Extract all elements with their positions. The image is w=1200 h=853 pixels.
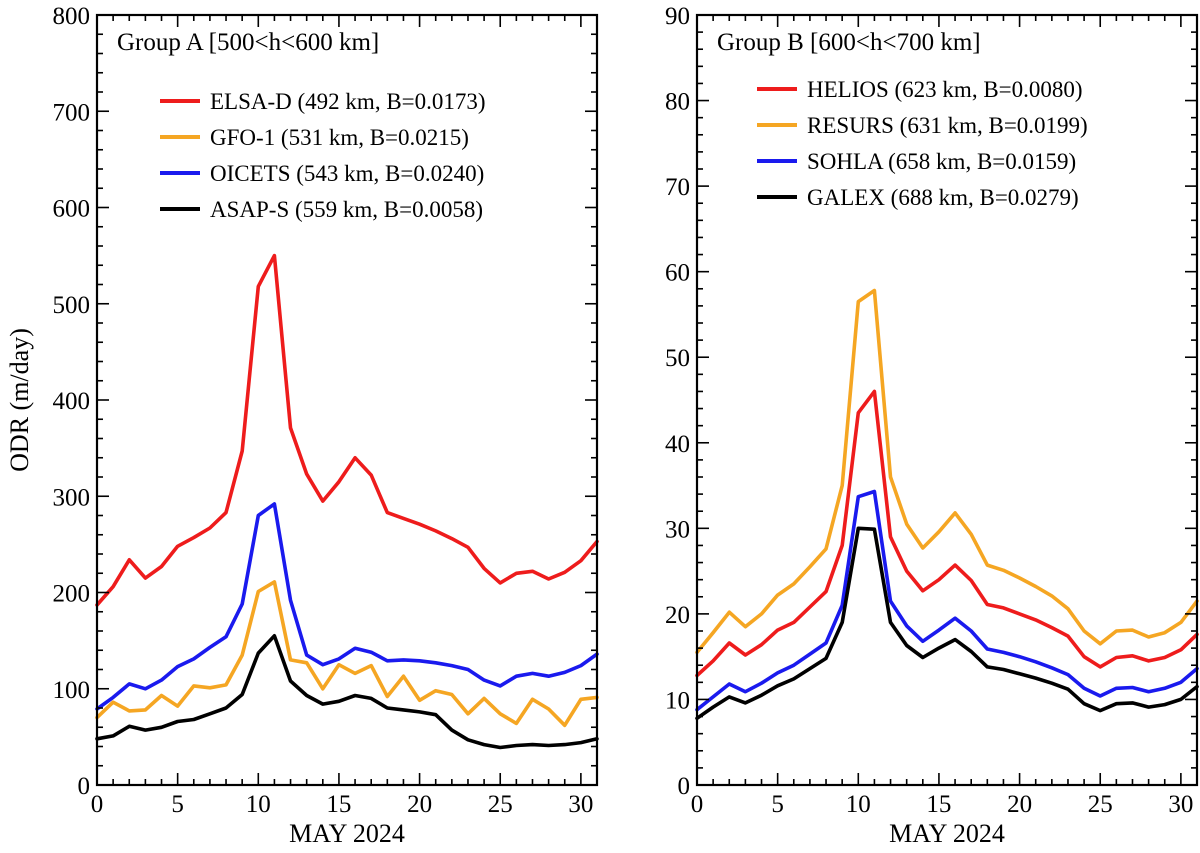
y-tick-label: 200	[53, 581, 91, 608]
legend-label: SOHLA (658 km, B=0.0159)	[807, 149, 1076, 174]
x-axis-label: MAY 2024	[289, 819, 405, 848]
x-tick-label: 10	[246, 791, 271, 818]
y-tick-label: 90	[665, 3, 690, 30]
panel-title: Group A [500<h<600 km]	[117, 29, 379, 56]
panel-group-a: 0 5 10 15 20 25 300100200300400500600700800MAY…	[5, 3, 599, 848]
y-tick-label: 700	[53, 99, 91, 126]
y-tick-label: 800	[53, 3, 91, 30]
x-tick-label: 30	[1168, 791, 1193, 818]
plot-frame	[695, 13, 1199, 787]
y-tick-label: 500	[53, 292, 91, 319]
y-tick-label: 80	[665, 89, 690, 116]
series-line-sohla	[695, 489, 1199, 712]
legend-label: RESURS (631 km, B=0.0199)	[807, 113, 1088, 138]
panel-title: Group B [600<h<700 km]	[717, 29, 981, 56]
x-tick-label: 25	[488, 791, 513, 818]
legend-label: ASAP-S (559 km, B=0.0058)	[210, 197, 483, 222]
panel-group-b: 0 5 10 15 20 25 30 0 10 20 30 40 50 60 70 80 90 MAY 2024 G…	[665, 3, 1199, 848]
y-tick-label: 10	[665, 687, 690, 714]
y-tick-label: 70	[665, 174, 690, 201]
x-tick-label: 5	[771, 791, 784, 818]
y-tick-label: 20	[665, 602, 690, 629]
series-line-resurs	[695, 288, 1199, 655]
x-tick-label: 5	[171, 791, 184, 818]
y-tick-label: 400	[53, 388, 91, 415]
x-tick-label: 25	[1088, 791, 1113, 818]
x-tick-label: 0	[91, 791, 104, 818]
y-tick-label: 300	[53, 484, 91, 511]
series-line-asap-s	[95, 633, 599, 750]
series-line-gfo-1	[95, 580, 599, 728]
legend-label: GFO-1 (531 km, B=0.0215)	[210, 125, 469, 150]
y-tick-label: 50	[665, 345, 690, 372]
y-tick-label: 60	[665, 260, 690, 287]
y-tick-label: 40	[665, 431, 690, 458]
legend-label: OICETS (543 km, B=0.0240)	[210, 161, 484, 186]
x-tick-label: 15	[926, 791, 951, 818]
x-tick-label: 30	[568, 791, 593, 818]
y-tick-label: 0	[78, 773, 91, 800]
series-line-galex	[695, 526, 1199, 721]
x-tick-label: 20	[407, 791, 432, 818]
legend-label: GALEX (688 km, B=0.0279)	[807, 185, 1079, 210]
y-axis-label: ODR (m/day)	[5, 328, 34, 472]
legend-label: HELIOS (623 km, B=0.0080)	[807, 77, 1083, 102]
legend-label: ELSA-D (492 km, B=0.0173)	[210, 89, 486, 114]
y-tick-label: 100	[53, 677, 91, 704]
x-tick-label: 0	[691, 791, 704, 818]
y-tick-label: 0	[678, 773, 691, 800]
y-tick-label: 30	[665, 516, 690, 543]
x-tick-label: 10	[846, 791, 871, 818]
x-tick-label: 15	[326, 791, 351, 818]
series-line-elsa-d	[95, 253, 599, 607]
x-axis-label: MAY 2024	[889, 819, 1005, 848]
x-tick-label: 20	[1007, 791, 1032, 818]
series-line-oicets	[95, 502, 599, 711]
series-line-helios	[695, 389, 1199, 678]
y-tick-label: 600	[53, 196, 91, 223]
